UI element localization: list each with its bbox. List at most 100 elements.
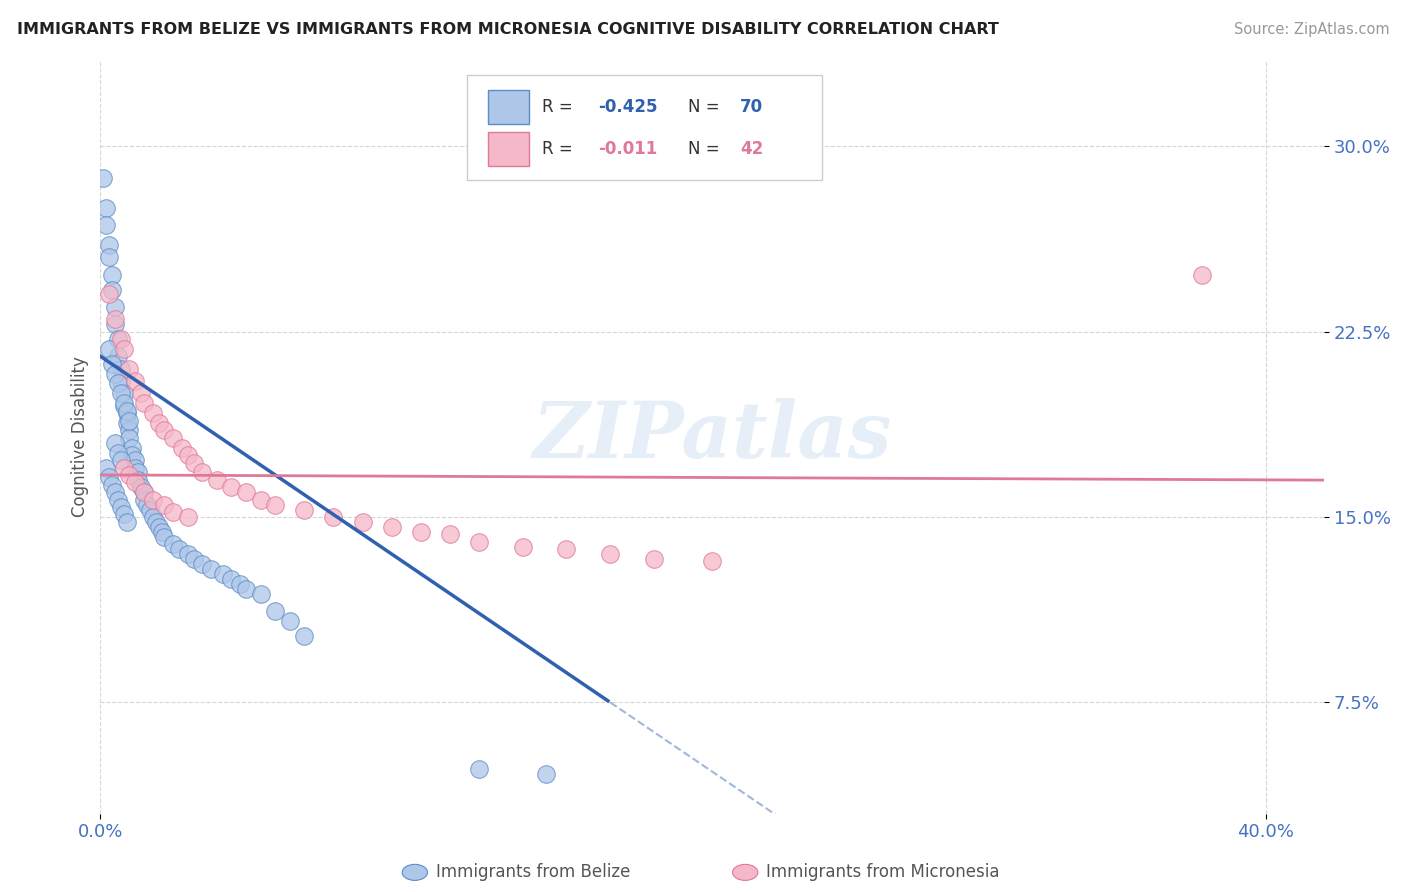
- Point: [104, 317, 127, 331]
- Point: [101, 357, 124, 371]
- Text: 70: 70: [741, 98, 763, 116]
- Point: [96, 219, 118, 233]
- Point: [191, 466, 214, 480]
- Point: [107, 376, 129, 391]
- Point: [115, 403, 138, 417]
- Point: [98, 287, 121, 301]
- Point: [118, 467, 141, 482]
- Text: 42: 42: [741, 139, 763, 158]
- Point: [381, 520, 404, 534]
- Point: [127, 466, 149, 480]
- Point: [121, 448, 143, 462]
- FancyBboxPatch shape: [467, 75, 823, 180]
- Point: [107, 492, 129, 507]
- Point: [98, 342, 121, 356]
- Point: [643, 552, 665, 566]
- Point: [292, 502, 315, 516]
- Point: [115, 515, 138, 529]
- Point: [148, 416, 170, 430]
- Point: [162, 431, 184, 445]
- Point: [129, 480, 152, 494]
- Text: ZIPatlas: ZIPatlas: [533, 399, 891, 475]
- Point: [439, 527, 461, 541]
- Point: [110, 361, 132, 376]
- Point: [132, 485, 155, 500]
- Point: [101, 283, 124, 297]
- Point: [409, 524, 432, 539]
- Point: [352, 515, 374, 529]
- Point: [96, 460, 118, 475]
- Point: [534, 767, 557, 781]
- Point: [145, 515, 167, 529]
- Point: [118, 424, 141, 438]
- Point: [229, 576, 252, 591]
- Point: [124, 374, 146, 388]
- Point: [153, 530, 176, 544]
- Point: [110, 386, 132, 401]
- FancyBboxPatch shape: [488, 90, 529, 124]
- Point: [124, 475, 146, 490]
- Point: [221, 480, 243, 494]
- Point: [150, 524, 173, 539]
- Point: [139, 502, 162, 516]
- Text: -0.425: -0.425: [599, 98, 658, 116]
- Point: [136, 498, 159, 512]
- Text: R =: R =: [543, 139, 578, 158]
- Point: [278, 614, 301, 628]
- Point: [118, 361, 141, 376]
- Point: [142, 492, 165, 507]
- Point: [132, 396, 155, 410]
- Point: [118, 431, 141, 445]
- Point: [555, 542, 578, 557]
- Text: Source: ZipAtlas.com: Source: ZipAtlas.com: [1233, 22, 1389, 37]
- Point: [700, 554, 723, 568]
- Point: [264, 498, 287, 512]
- Text: R =: R =: [543, 98, 578, 116]
- Point: [115, 416, 138, 430]
- Point: [249, 586, 271, 600]
- Point: [96, 201, 118, 215]
- Point: [110, 374, 132, 388]
- Point: [104, 435, 127, 450]
- FancyBboxPatch shape: [488, 132, 529, 166]
- Point: [112, 342, 135, 356]
- Point: [162, 537, 184, 551]
- Point: [170, 441, 193, 455]
- Point: [107, 349, 129, 363]
- Point: [205, 473, 228, 487]
- Point: [468, 534, 491, 549]
- Point: [322, 510, 344, 524]
- Point: [177, 547, 200, 561]
- Point: [235, 485, 257, 500]
- Point: [112, 396, 135, 410]
- Point: [98, 251, 121, 265]
- Point: [211, 566, 233, 581]
- Point: [115, 406, 138, 420]
- Point: [191, 557, 214, 571]
- Point: [183, 456, 205, 470]
- Point: [200, 562, 222, 576]
- Point: [121, 441, 143, 455]
- Point: [468, 762, 491, 776]
- Text: N =: N =: [688, 98, 724, 116]
- Point: [104, 300, 127, 314]
- Point: [124, 460, 146, 475]
- Point: [153, 498, 176, 512]
- Point: [112, 386, 135, 401]
- Point: [110, 500, 132, 514]
- Point: [104, 367, 127, 381]
- Point: [183, 552, 205, 566]
- Point: [129, 386, 152, 401]
- Point: [177, 448, 200, 462]
- Point: [132, 492, 155, 507]
- Point: [107, 332, 129, 346]
- Point: [162, 505, 184, 519]
- Point: [101, 268, 124, 282]
- Point: [249, 492, 271, 507]
- Text: N =: N =: [688, 139, 724, 158]
- Point: [221, 572, 243, 586]
- Point: [104, 485, 127, 500]
- Point: [142, 406, 165, 420]
- Point: [124, 453, 146, 467]
- Point: [91, 171, 114, 186]
